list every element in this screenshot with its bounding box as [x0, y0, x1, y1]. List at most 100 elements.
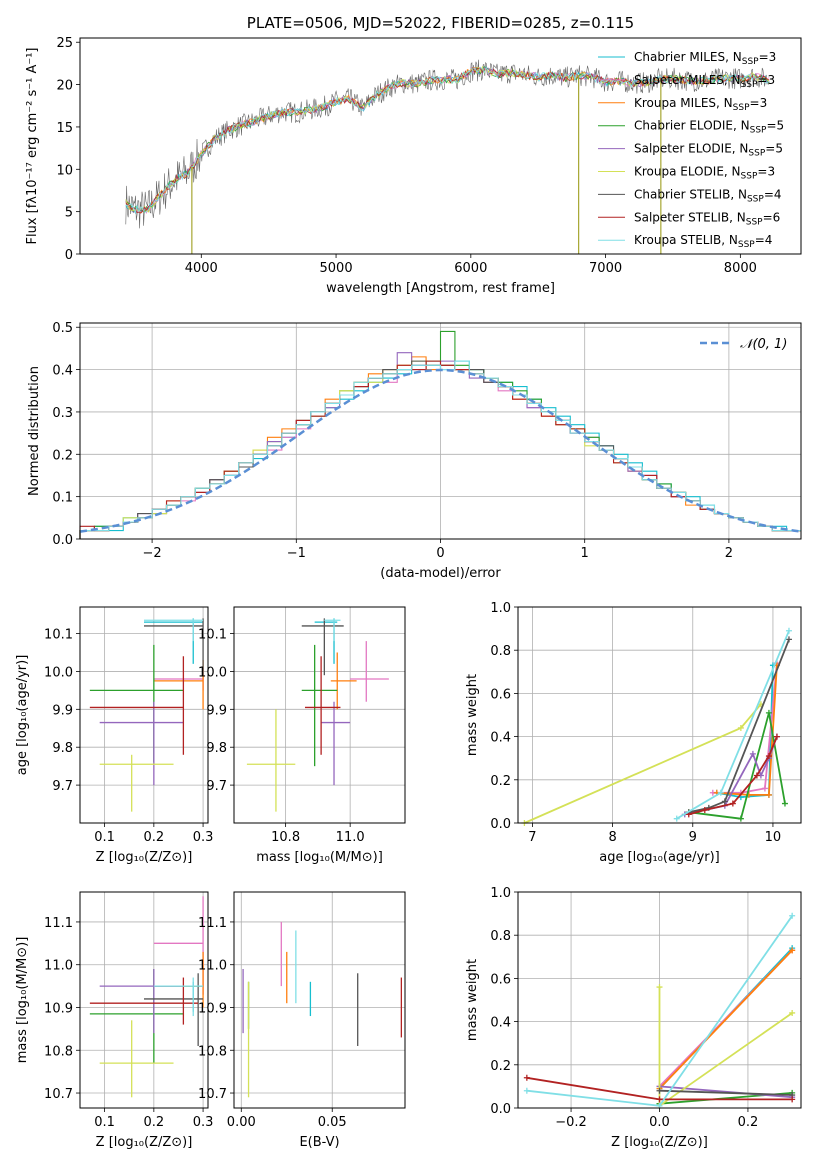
y-tick-label: 0.0	[52, 533, 73, 548]
mass-weight-marker	[753, 772, 760, 779]
legend-label-count: =6	[763, 210, 781, 224]
legend-label-subscript: SSP	[742, 57, 759, 67]
legend-label-text: Kroupa ELODIE, N	[634, 165, 741, 179]
x-tick-label: 0.2	[738, 1115, 759, 1130]
mass-weight-marker	[717, 789, 724, 796]
legend-label-subscript: SSP	[738, 240, 755, 250]
legend-label-text: Chabrier MILES, N	[634, 50, 742, 64]
y-tick-label: 0.1	[52, 491, 73, 506]
spectrum-line	[125, 59, 770, 229]
y-tick-label: 0.4	[52, 364, 73, 379]
age-vs-metallicity-panel: 0.1 0.2 0.3 9.7 9.8 9.9 10.0 10.1 Z [log₁₀(Z/Z⊙)…	[15, 606, 213, 865]
mass-weight-marker	[656, 1087, 663, 1094]
x-tick-label: 8	[608, 830, 616, 845]
x-axis-label: Z [log₁₀(Z/Z⊙)]	[96, 850, 193, 865]
y-tick-label: 9.9	[206, 703, 227, 718]
y-tick-label: 0.8	[490, 644, 511, 659]
x-tick-label: 0.2	[144, 1115, 165, 1130]
mass-weight-marker	[765, 753, 772, 760]
y-tick-label: 0.0	[490, 817, 511, 832]
y-tick-label: 0.4	[490, 731, 511, 746]
y-tick-label: 0.4	[490, 1016, 511, 1031]
mass-weight-marker	[781, 800, 788, 807]
y-tick-label: 25	[56, 36, 73, 51]
y-tick-label: 10.8	[198, 1044, 227, 1059]
mass-weight-marker	[737, 724, 744, 731]
x-axis-label: mass [log₁₀(M/M⊙)]	[256, 850, 383, 865]
y-tick-label: 0.6	[490, 687, 511, 702]
x-tick-label: 2	[725, 546, 733, 561]
legend-label-text: Chabrier STELIB, N	[634, 187, 747, 201]
legend-label-count: =5	[766, 119, 784, 133]
x-tick-label: 9	[689, 830, 697, 845]
spectrum-panel: 4000 5000 6000 7000 8000 0 5 10 15 20 25 wavelength…	[25, 14, 802, 296]
legend-label-count: =3	[759, 50, 777, 64]
x-axis-label: E(B-V)	[299, 1135, 339, 1150]
y-tick-label: 10.7	[44, 1087, 73, 1102]
x-tick-label: 0.0	[649, 1115, 670, 1130]
mass-weight-marker	[785, 627, 792, 634]
y-tick-label: 11.0	[44, 959, 73, 974]
mass-vs-ebv-panel: 0.00 0.05 10.7 10.8 10.9 11.0 11.1 E(B-V)	[198, 891, 406, 1150]
y-tick-label: 10.0	[198, 665, 227, 680]
y-tick-label: 9.7	[52, 779, 73, 794]
x-axis-label: (data-model)/error	[380, 566, 501, 581]
mass-weight-line	[659, 1089, 793, 1096]
x-tick-label: 0.00	[227, 1115, 256, 1130]
y-tick-label: 9.8	[52, 741, 73, 756]
y-axis-label: age [log₁₀(age/yr)]	[15, 655, 30, 776]
y-tick-label: 10.9	[44, 1001, 73, 1016]
y-axis-label: mass [log₁₀(M/M⊙)]	[15, 937, 30, 1064]
x-axis-label: age [log₁₀(age/yr)]	[599, 850, 720, 865]
legend-label-count: =5	[765, 142, 783, 156]
axes-frame	[233, 891, 406, 1109]
mass-weight-marker	[656, 984, 663, 991]
legend-label-count: =4	[764, 187, 782, 201]
mass-weight-marker	[737, 815, 744, 822]
mass-weight-marker	[789, 912, 796, 919]
y-tick-label: 10.8	[44, 1044, 73, 1059]
x-tick-label: 0.3	[193, 1115, 214, 1130]
x-tick-label: 7	[528, 830, 536, 845]
mass-vs-metallicity-panel: 0.1 0.2 0.3 10.7 10.8 10.9 11.0 11.1 Z [log₁₀(Z/…	[15, 891, 214, 1150]
legend-label-text: Salpeter ELODIE, N	[634, 142, 748, 156]
mass-weight-marker	[765, 709, 772, 716]
mass-weight-marker	[729, 800, 736, 807]
mass-weight-marker	[673, 815, 680, 822]
y-tick-label: 11.1	[198, 916, 227, 931]
legend-label-text: Salpeter MILES, N	[634, 73, 741, 87]
y-tick-label: 11.0	[198, 959, 227, 974]
y-axis-label: mass weight	[465, 674, 480, 756]
x-tick-label: 8000	[724, 261, 757, 276]
mass-weight-marker	[789, 1009, 796, 1016]
y-tick-label: 10.1	[44, 628, 73, 643]
legend-label-text: Salpeter STELIB, N	[634, 210, 746, 224]
y-tick-label: 10.7	[198, 1087, 227, 1102]
y-tick-label: 0	[65, 248, 73, 263]
x-tick-label: −0.2	[555, 1115, 587, 1130]
mass-weight-marker	[701, 807, 708, 814]
chart-title: PLATE=0506, MJD=52022, FIBERID=0285, z=0…	[247, 14, 634, 32]
x-tick-label: 0.1	[94, 830, 115, 845]
y-axis-label: Normed distribution	[27, 366, 42, 496]
mass-weight-line	[688, 639, 790, 814]
legend-label: Chabrier STELIB, NSSP=4	[634, 187, 782, 204]
mass-weight-marker	[785, 636, 792, 643]
mass-weight-marker	[765, 791, 772, 798]
y-tick-label: 9.9	[52, 703, 73, 718]
legend-label-subscript: SSP	[748, 149, 765, 159]
mass-weight-line	[658, 949, 793, 1090]
y-tick-label: 0.8	[490, 929, 511, 944]
y-tick-label: 15	[56, 121, 73, 136]
x-tick-label: −2	[143, 546, 162, 561]
mass-weight-marker	[749, 750, 756, 757]
x-tick-label: 10	[765, 830, 782, 845]
y-tick-label: 10.9	[198, 1001, 227, 1016]
legend-label: Kroupa STELIB, NSSP=4	[634, 233, 772, 250]
mass-weight-marker	[789, 1096, 796, 1103]
mass-weight-line	[688, 712, 786, 820]
legend-label-subscript: SSP	[746, 217, 763, 227]
mass-weight-marker	[656, 1096, 663, 1103]
legend-label-count: =3	[757, 73, 775, 87]
x-tick-label: 1	[581, 546, 589, 561]
